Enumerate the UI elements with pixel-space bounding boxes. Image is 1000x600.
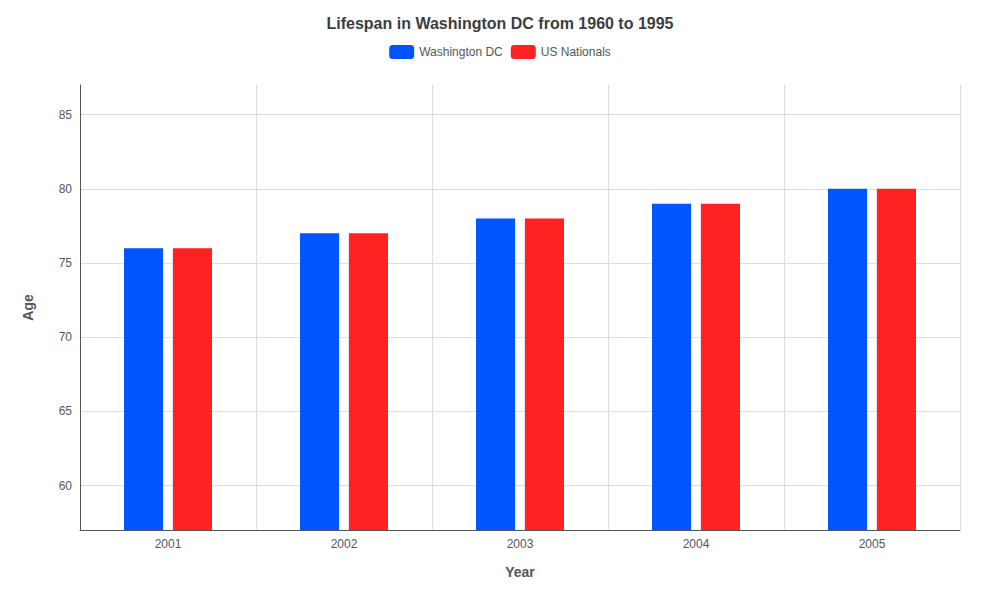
svg-text:Age: Age: [20, 294, 36, 321]
svg-text:70: 70: [59, 330, 73, 344]
svg-text:75: 75: [59, 256, 73, 270]
svg-text:Year: Year: [505, 564, 535, 580]
svg-text:2001: 2001: [155, 537, 182, 551]
svg-text:2003: 2003: [507, 537, 534, 551]
svg-text:85: 85: [59, 108, 73, 122]
svg-text:65: 65: [59, 404, 73, 418]
svg-text:60: 60: [59, 479, 73, 493]
svg-text:Washington DC: Washington DC: [419, 45, 503, 59]
svg-text:2004: 2004: [683, 537, 710, 551]
svg-text:80: 80: [59, 182, 73, 196]
svg-text:Lifespan in Washington DC from: Lifespan in Washington DC from 1960 to 1…: [326, 15, 673, 32]
svg-text:US Nationals: US Nationals: [541, 45, 611, 59]
svg-text:2002: 2002: [331, 537, 358, 551]
svg-text:2005: 2005: [859, 537, 886, 551]
